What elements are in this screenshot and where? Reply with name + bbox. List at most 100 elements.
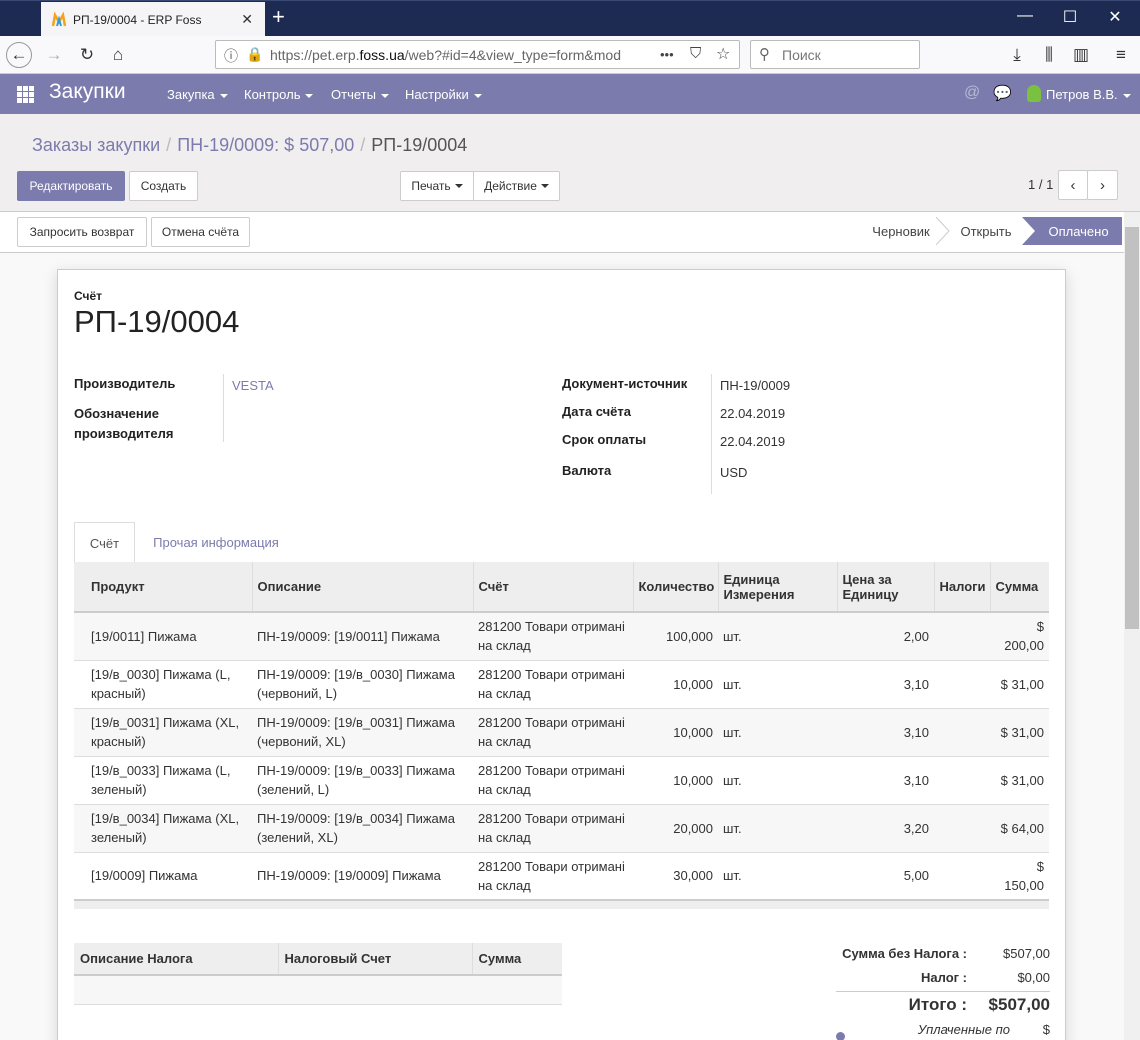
cancel-invoice-button[interactable]: Отмена счёта: [151, 217, 250, 247]
stage-paid[interactable]: Оплачено: [1035, 217, 1122, 245]
search-field[interactable]: ⚲ Поиск: [750, 40, 920, 69]
status-bar: Запросить возврат Отмена счёта Черновик …: [0, 212, 1124, 253]
maximize-icon[interactable]: ☐: [1062, 9, 1078, 26]
subtotal-cell: $ 64,00: [990, 803, 1049, 852]
menu-control[interactable]: Контроль: [244, 87, 313, 102]
info-icon[interactable]: ⓘ: [224, 48, 238, 64]
table-row[interactable]: [19/0009] Пижама ПН-19/0009: [19/0009] Пи…: [74, 851, 1049, 900]
hamburger-menu-icon[interactable]: ≡: [1116, 45, 1126, 64]
quantity-cell: 10,000: [633, 755, 718, 804]
source-document-label: Документ-источник: [562, 376, 688, 391]
unit-price-cell: 3,10: [837, 755, 934, 804]
table-row[interactable]: [19/в_0030] Пижама (L, красный) ПН-19/000…: [74, 659, 1049, 708]
vendor-reference-label: Обозначение производителя: [74, 406, 174, 441]
uom-cell: шт.: [718, 803, 837, 852]
table-row[interactable]: [19/в_0034] Пижама (XL, зеленый) ПН-19/00…: [74, 803, 1049, 852]
stage-chevron-icon: [1022, 217, 1036, 245]
scrollbar-thumb[interactable]: [1125, 227, 1139, 629]
menu-reports[interactable]: Отчеты: [331, 87, 389, 102]
scrollbar[interactable]: [1124, 212, 1140, 1040]
taxes-cell: [934, 851, 990, 900]
column-header: Продукт: [86, 562, 252, 613]
pocket-icon[interactable]: ⛉: [690, 45, 702, 62]
edit-button[interactable]: Редактировать: [17, 171, 125, 201]
paid-value: $: [1042, 1022, 1050, 1037]
invoice-date-label: Дата счёта: [562, 404, 631, 419]
browser-tab[interactable]: РП-19/0004 - ERP Foss ✕: [41, 2, 265, 37]
back-icon[interactable]: ←: [6, 42, 32, 68]
vendor-value[interactable]: VESTA: [232, 378, 274, 393]
subtotal-cell: $ 31,00: [990, 659, 1049, 708]
user-menu[interactable]: Петров В.В.: [1046, 87, 1131, 102]
tax-label: Налог :: [920, 970, 967, 985]
product-cell: [19/0011] Пижама: [86, 611, 252, 660]
pager-previous-icon[interactable]: ‹: [1058, 170, 1088, 200]
unit-price-cell: 2,00: [837, 611, 934, 660]
chat-icon[interactable]: 💬: [993, 85, 1012, 102]
downloads-icon[interactable]: ⤓: [1013, 45, 1021, 64]
page-actions-icon[interactable]: •••: [660, 47, 674, 62]
field-divider: [711, 374, 712, 494]
total-label: Итого :: [908, 995, 967, 1014]
sidebar-icon[interactable]: ▥: [1072, 45, 1090, 64]
url-text: https://pet.erp.foss.ua/web?#id=4&view_t…: [270, 47, 621, 63]
invoice-number: РП-19/0004: [74, 304, 240, 339]
pager-value[interactable]: 1 / 1: [1028, 177, 1054, 192]
total-value: $507,00: [988, 995, 1050, 1014]
column-header: Сумма: [989, 562, 1049, 613]
quantity-cell: 100,000: [633, 611, 718, 660]
new-tab-icon[interactable]: +: [272, 4, 285, 29]
table-row[interactable]: [19/в_0031] Пижама (XL, красный) ПН-19/00…: [74, 707, 1049, 756]
url-bar[interactable]: ⓘ 🔒 https://pet.erp.foss.ua/web?#id=4&vi…: [215, 40, 740, 69]
product-cell: [19/в_0030] Пижама (L, красный): [86, 659, 252, 708]
menu-purchase[interactable]: Закупка: [167, 87, 228, 102]
tax-value: $0,00: [1017, 970, 1050, 985]
minimize-icon[interactable]: —: [1017, 7, 1033, 24]
window-close-icon[interactable]: ✕: [1108, 9, 1122, 26]
column-header: Описание Налога: [74, 943, 278, 976]
tab-other-info[interactable]: Прочая информация: [153, 535, 279, 550]
avatar[interactable]: [1027, 85, 1041, 102]
stage-draft[interactable]: Черновик: [872, 223, 930, 239]
uom-cell: шт.: [718, 755, 837, 804]
mentions-icon[interactable]: @: [964, 84, 981, 101]
bookmark-star-icon[interactable]: ☆: [716, 46, 731, 63]
forward-icon[interactable]: →: [45, 45, 63, 64]
print-button[interactable]: Печать: [400, 171, 474, 201]
breadcrumb-current: РП-19/0004: [371, 135, 468, 155]
subtotal-cell: $ 31,00: [990, 707, 1049, 756]
breadcrumb-order[interactable]: ПН-19/0009: $ 507,00: [177, 135, 355, 155]
taxes-cell: [934, 803, 990, 852]
reload-icon[interactable]: ↻: [79, 45, 95, 64]
uom-cell: шт.: [718, 851, 837, 900]
apps-grid-icon[interactable]: [17, 86, 34, 103]
menu-settings[interactable]: Настройки: [405, 87, 482, 102]
column-header: Сумма: [471, 943, 562, 976]
home-icon[interactable]: ⌂: [112, 45, 124, 64]
app-title: Закупки: [49, 80, 126, 103]
table-row[interactable]: [19/0011] Пижама ПН-19/0009: [19/0011] Пи…: [74, 611, 1049, 660]
library-icon[interactable]: ⫼: [1045, 45, 1053, 64]
description-cell: ПН-19/0009: [19/0009] Пижама: [252, 851, 473, 900]
product-cell: [19/в_0033] Пижама (L, зеленый): [86, 755, 252, 804]
action-button[interactable]: Действие: [473, 171, 560, 201]
refund-button[interactable]: Запросить возврат: [17, 217, 147, 247]
product-cell: [19/0009] Пижама: [86, 851, 252, 900]
currency-label: Валюта: [562, 463, 612, 478]
stage-chevron-icon: [936, 217, 950, 245]
stage-open[interactable]: Открыть: [960, 223, 1012, 239]
payment-info-icon[interactable]: [836, 1032, 845, 1040]
column-header: Описание: [251, 562, 473, 613]
tab-close-icon[interactable]: ✕: [241, 11, 253, 27]
invoice-caption: Счёт: [74, 289, 103, 303]
column-header: Налоговый Счет: [277, 943, 472, 976]
source-document-value: ПН-19/0009: [720, 378, 791, 393]
currency-value: USD: [720, 465, 748, 480]
create-button[interactable]: Создать: [129, 171, 198, 201]
tab-invoice[interactable]: Счёт: [74, 522, 135, 563]
pager-next-icon[interactable]: ›: [1087, 170, 1118, 200]
table-row[interactable]: [19/в_0033] Пижама (L, зеленый) ПН-19/000…: [74, 755, 1049, 804]
column-header: Единица Измерения: [717, 562, 837, 613]
breadcrumb-purchase-orders[interactable]: Заказы закупки: [32, 135, 161, 155]
uom-cell: шт.: [718, 659, 837, 708]
